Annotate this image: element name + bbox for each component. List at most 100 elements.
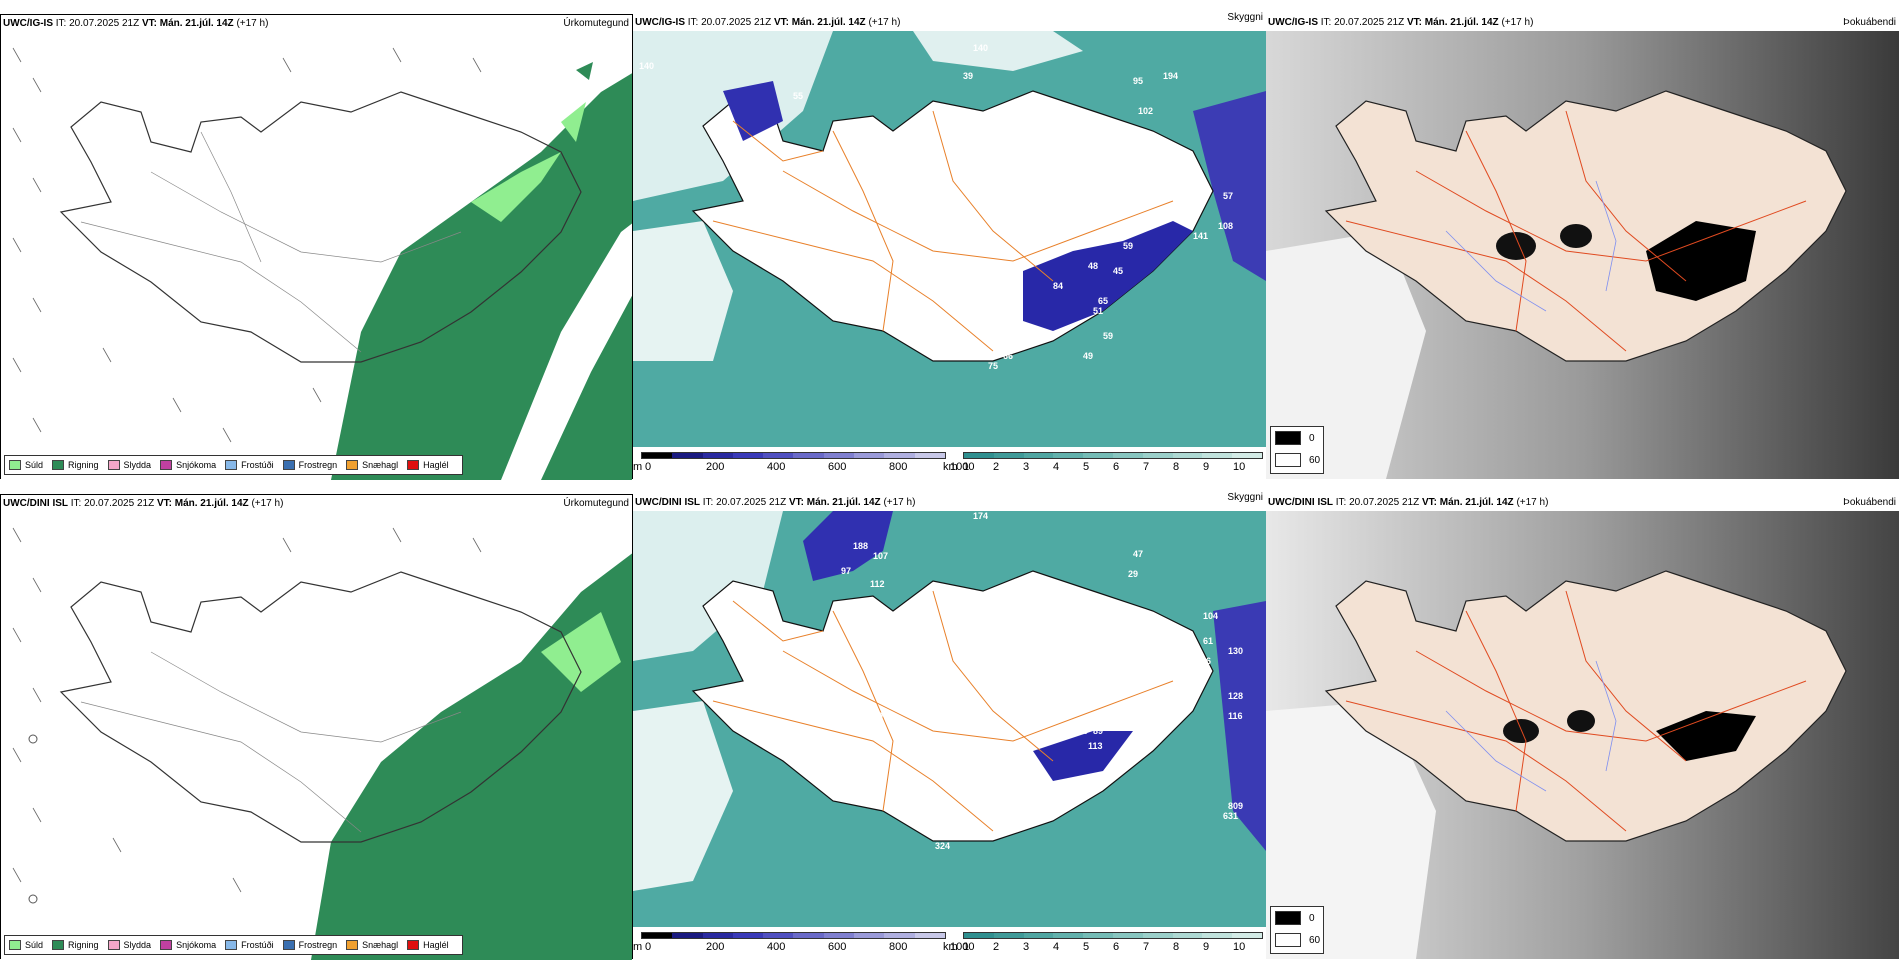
visibility-value-label: 49 (1083, 351, 1094, 361)
visibility-value-label: 68 (1178, 631, 1189, 641)
colorbar-segment (1172, 453, 1203, 458)
km-colorbar (963, 452, 1263, 459)
fog-map-svg (1266, 511, 1899, 959)
visibility-value-label: 116 (1228, 711, 1243, 721)
visibility-value-label: 75 (988, 361, 999, 371)
colorbar-segment (823, 453, 855, 458)
visibility-value-label: 60 (1128, 721, 1139, 731)
legend-swatch (107, 460, 120, 470)
colorbar-segment (702, 453, 733, 458)
lead-time: (+17 h) (251, 498, 284, 509)
visibility-value-label: 140 (639, 61, 655, 71)
visibility-value-label: 89 (1093, 726, 1104, 736)
legend-label: Slydda (123, 940, 152, 950)
legend-item: Haglél (407, 940, 449, 950)
colorbar-segment (1202, 933, 1233, 938)
legend-swatch (1275, 453, 1301, 467)
scale-tick-label: m (633, 941, 643, 953)
init-time: 20.07.2025 21Z (69, 18, 140, 29)
colorbar-segment (763, 453, 794, 458)
model-name: UWC/IG-IS (635, 17, 685, 28)
scale-tick-label: 2 (993, 461, 1000, 473)
panel-header: UWC/DINI ISL IT: 20.07.2025 21Z VT: Mán.… (633, 492, 1266, 511)
visibility-value-label: 62 (1103, 711, 1114, 721)
visibility-map-svg (633, 511, 1266, 959)
visibility-map: 174 188 107 97 112 47 29 104 68 61 130 56 128 116 62 89… (633, 511, 1266, 959)
colorbar-segment (914, 933, 945, 938)
visibility-map: 140 39 140 55 95 194 102 24 47 53 57 108 141 150 59 45 4… (633, 31, 1266, 479)
visibility-value-label: 631 (1223, 811, 1239, 821)
precip-map-svg (1, 512, 632, 960)
legend-swatch (1275, 933, 1301, 947)
precip-legend: Súld Rigning Slydda Snjókoma Frostúði Frostre… (4, 935, 463, 955)
visibility-value-label: 809 (1228, 801, 1244, 811)
scale-tick-label: 6 (1113, 461, 1120, 473)
scale-tick-label: 8 (1173, 461, 1180, 473)
visibility-value-label: 141 (1193, 231, 1209, 241)
colorbar-segment (793, 453, 824, 458)
legend-item: Frostúði (225, 460, 274, 470)
visibility-value-label: 53 (1193, 181, 1204, 191)
legend-label: Snjókoma (176, 460, 217, 470)
panel-header: UWC/DINI ISL IT: 20.07.2025 21Z VT: Mán.… (1, 495, 632, 512)
precip-map: Súld Rigning Slydda Snjókoma Frostúði Frostre… (1, 512, 632, 960)
visibility-value-label: 112 (870, 579, 885, 589)
visibility-value-label: 45 (1113, 266, 1124, 276)
visibility-value-label: 47 (1163, 161, 1174, 171)
scale-tick-label: 800 (889, 941, 908, 953)
legend-swatch (1275, 911, 1301, 925)
panel-fog-bottom: UWC/DINI ISL IT: 20.07.2025 21Z VT: Mán.… (1266, 494, 1899, 959)
init-time: 20.07.2025 21Z (1334, 17, 1405, 28)
scale-tick-label: 3 (1023, 461, 1030, 473)
legend-label: Frostregn (298, 940, 338, 950)
precip-map-svg (1, 32, 632, 480)
legend-swatch (9, 460, 21, 470)
panel-header: UWC/IG-IS IT: 20.07.2025 21Z VT: Mán. 21… (1266, 14, 1899, 31)
colorbar-segment (964, 933, 994, 938)
colorbar-segment (1023, 453, 1054, 458)
scale-tick-label: 200 (706, 461, 725, 473)
legend-item: Frostúði (225, 940, 274, 950)
scale-tick-label: 1 (963, 941, 970, 953)
visibility-value-label: 29 (1128, 569, 1139, 579)
legend-swatch (282, 460, 295, 470)
colorbar-segment (672, 933, 703, 938)
variable-name: Þokuábendi (1843, 497, 1896, 508)
fog-legend: 0 60 (1270, 906, 1324, 954)
legend-label: Súld (25, 940, 44, 950)
m-colorbar (641, 932, 946, 939)
legend-swatch (407, 460, 420, 470)
colorbar-segment (793, 933, 824, 938)
m-colorbar (641, 452, 946, 459)
visibility-value-label: 28 (979, 789, 990, 799)
scale-tick-label: 7 (1143, 941, 1150, 953)
valid-time: Mán. 21.júl. 14Z (159, 18, 234, 29)
valid-time: Mán. 21.júl. 14Z (1424, 17, 1499, 28)
visibility-value-label: 55 (793, 91, 804, 101)
legend-swatch (52, 940, 65, 950)
visibility-value-label: 59 (1123, 241, 1134, 251)
visibility-value-label: 188 (853, 541, 869, 551)
visibility-value-label: 324 (935, 841, 951, 851)
scale-tick-label: 3 (1023, 941, 1030, 953)
visibility-value-label: 59 (1103, 331, 1114, 341)
scale-tick-label: km (943, 941, 958, 953)
colorbar-segment (993, 933, 1024, 938)
visibility-value-label: 66 (1003, 351, 1014, 361)
scale-tick-label: m (633, 461, 643, 473)
colorbar-segment (732, 933, 764, 938)
scale-tick-label: 8 (1173, 941, 1180, 953)
scale-tick-label: 10 (1233, 461, 1246, 473)
visibility-value-label: 65 (1098, 296, 1109, 306)
visibility-value-label: 140 (973, 43, 989, 53)
legend-item: Rigning (52, 460, 99, 470)
legend-swatch (346, 460, 359, 470)
colorbar-segment (854, 453, 885, 458)
visibility-value-label: 104 (1203, 611, 1219, 621)
visibility-value-label: 92 (943, 701, 954, 711)
panel-header: UWC/DINI ISL IT: 20.07.2025 21Z VT: Mán.… (1266, 494, 1899, 511)
model-name: UWC/IG-IS (3, 18, 53, 29)
visibility-value-label: 128 (1228, 691, 1244, 701)
variable-name: Skyggni (1227, 492, 1263, 503)
